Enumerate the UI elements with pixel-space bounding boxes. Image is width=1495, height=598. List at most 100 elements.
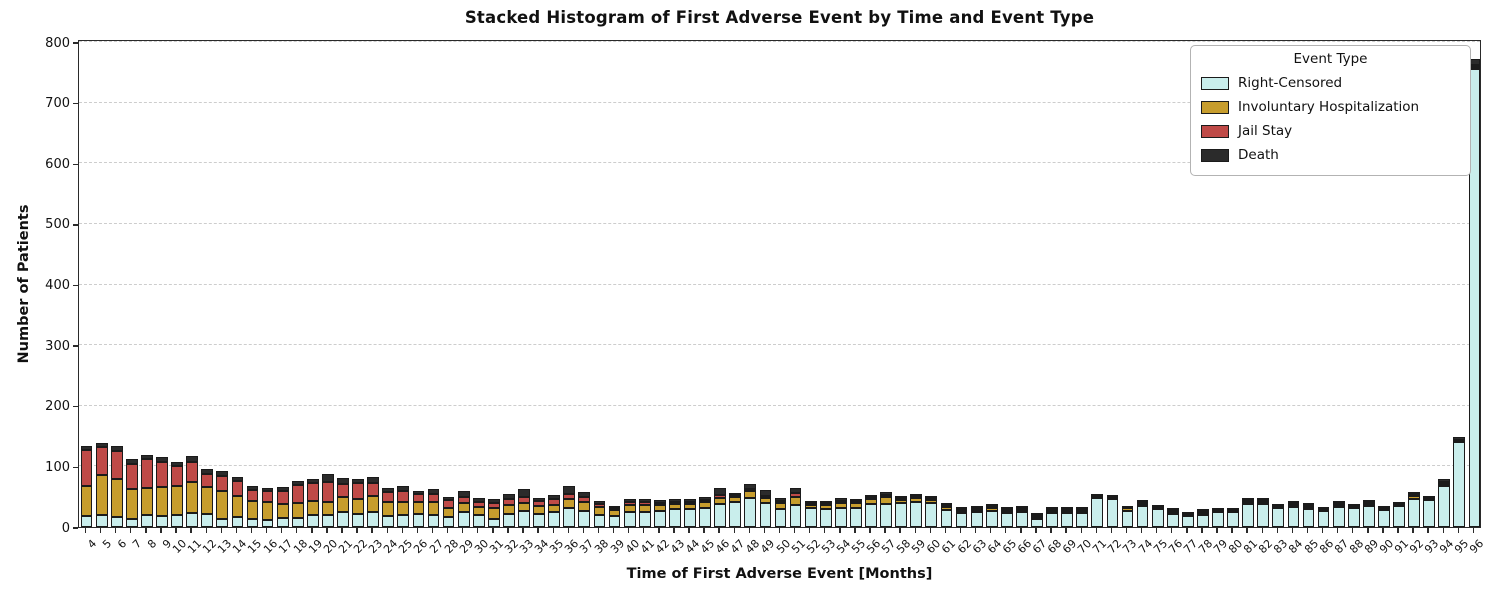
x-tick-46	[718, 528, 720, 533]
segment-jail-stay	[1332, 503, 1345, 505]
x-tick-70	[1080, 528, 1082, 533]
segment-jail-stay	[940, 505, 953, 508]
segment-involuntary-hospitalization	[548, 504, 561, 512]
x-tick-64	[990, 528, 992, 533]
x-tick-label-5: 5	[99, 537, 114, 552]
segment-jail-stay	[352, 482, 364, 499]
segment-involuntary-hospitalization	[1332, 505, 1345, 507]
legend-title: Event Type	[1293, 51, 1368, 67]
segment-involuntary-hospitalization	[623, 505, 636, 513]
bar-month-24	[382, 488, 395, 527]
segment-jail-stay	[457, 496, 470, 504]
segment-involuntary-hospitalization	[171, 485, 183, 516]
segment-death	[1227, 507, 1239, 510]
x-tick-23	[371, 528, 373, 533]
legend-item-right-censored: Right-Censored	[1201, 71, 1460, 95]
segment-death	[1000, 506, 1013, 509]
segment-involuntary-hospitalization	[653, 505, 666, 512]
segment-jail-stay	[850, 501, 862, 504]
segment-involuntary-hospitalization	[518, 502, 530, 512]
legend-item-jail-stay: Jail Stay	[1201, 119, 1460, 143]
bar-month-82	[1257, 497, 1270, 527]
segment-involuntary-hospitalization	[427, 502, 440, 515]
segment-involuntary-hospitalization	[141, 488, 153, 515]
bar-month-45	[699, 497, 711, 527]
segment-right-censored	[472, 515, 485, 527]
x-tick-71	[1095, 528, 1097, 533]
x-tick-26	[416, 528, 419, 533]
segment-involuntary-hospitalization	[970, 510, 983, 513]
segment-right-censored	[352, 514, 364, 527]
segment-involuntary-hospitalization	[759, 497, 772, 503]
segment-involuntary-hospitalization	[322, 501, 334, 515]
segment-death	[789, 488, 802, 494]
x-tick-90	[1382, 528, 1384, 533]
segment-jail-stay	[1197, 510, 1209, 513]
segment-jail-stay	[442, 500, 455, 508]
x-tick-31	[492, 528, 494, 533]
segment-involuntary-hospitalization	[955, 510, 968, 514]
segment-right-censored	[850, 508, 862, 527]
segment-jail-stay	[533, 500, 545, 506]
segment-right-censored	[201, 514, 214, 527]
bar-month-16	[261, 487, 274, 527]
segment-jail-stay	[367, 483, 380, 497]
bar-month-93	[1423, 496, 1436, 527]
x-tick-86	[1321, 528, 1324, 533]
segment-right-censored	[1031, 518, 1043, 527]
segment-jail-stay	[156, 461, 168, 487]
segment-death	[744, 483, 757, 489]
y-tick-400	[73, 284, 78, 287]
bar-month-53	[819, 501, 832, 527]
x-tick-72	[1110, 528, 1113, 533]
x-tick-25	[401, 528, 404, 533]
segment-jail-stay	[125, 463, 138, 489]
segment-involuntary-hospitalization	[291, 502, 304, 518]
segment-death	[548, 494, 561, 500]
segment-right-censored	[412, 513, 425, 527]
segment-right-censored	[1106, 498, 1119, 527]
x-tick-95	[1457, 528, 1460, 533]
segment-right-censored	[729, 502, 742, 527]
segment-death	[231, 477, 244, 481]
segment-right-censored	[910, 501, 923, 527]
segment-death	[699, 497, 711, 500]
x-tick-55	[854, 528, 856, 533]
x-tick-53	[824, 528, 826, 533]
segment-death	[487, 499, 500, 503]
x-tick-10	[175, 528, 177, 533]
bar-month-27	[427, 488, 440, 527]
x-tick-18	[296, 528, 298, 533]
segment-right-censored	[970, 512, 983, 527]
x-tick-78	[1201, 528, 1203, 533]
segment-jail-stay	[865, 496, 877, 499]
segment-involuntary-hospitalization	[95, 475, 108, 516]
segment-right-censored	[1166, 513, 1179, 527]
bar-month-95	[1453, 437, 1466, 527]
segment-death	[1287, 501, 1300, 503]
bar-month-8	[141, 454, 153, 527]
segment-death	[1061, 507, 1074, 510]
bar-month-86	[1317, 506, 1330, 527]
legend-swatch-icon	[1201, 100, 1229, 114]
segment-death	[669, 499, 681, 502]
bar-month-57	[880, 491, 892, 527]
segment-death	[201, 469, 214, 474]
x-tick-79	[1216, 528, 1218, 533]
segment-involuntary-hospitalization	[638, 505, 651, 512]
segment-jail-stay	[880, 495, 892, 498]
x-tick-14	[235, 528, 238, 533]
bar-month-85	[1302, 503, 1315, 527]
segment-death	[291, 480, 304, 486]
segment-death	[955, 506, 968, 509]
segment-involuntary-hospitalization	[578, 502, 591, 511]
segment-death	[1166, 507, 1179, 510]
segment-jail-stay	[1287, 503, 1300, 505]
segment-involuntary-hospitalization	[533, 505, 545, 514]
segment-jail-stay	[80, 450, 93, 487]
segment-involuntary-hospitalization	[850, 503, 862, 509]
legend: Event Type Right-Censored Involuntary Hos…	[1190, 45, 1471, 176]
bar-month-69	[1061, 507, 1074, 527]
segment-involuntary-hospitalization	[457, 503, 470, 513]
bar-month-17	[276, 487, 289, 527]
